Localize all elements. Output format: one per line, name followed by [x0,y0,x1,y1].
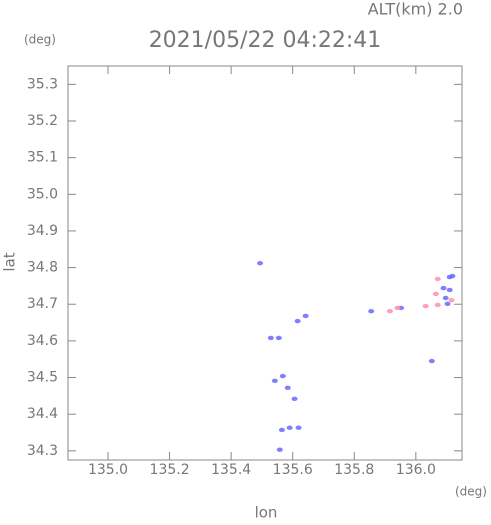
echo-point [291,396,298,401]
echo-point [442,295,449,301]
echo-point [434,276,441,282]
x-tick-label: 135.0 [88,462,128,478]
echo-point [434,302,441,308]
echo-point [440,285,447,291]
echo-point [368,308,375,314]
echo-point [284,385,291,390]
y-unit: (deg) [24,33,56,47]
y-tick-label: 34.5 [27,370,58,386]
y-tick-label: 34.6 [27,333,58,349]
echo-point [448,298,455,303]
y-tick-label: 35.2 [27,113,58,129]
altitude-label: ALT(km) 2.0 [368,0,463,19]
echo-point [271,378,278,384]
x-tick-label: 135.8 [334,462,374,478]
echo-point [302,313,309,319]
echo-point [295,425,302,430]
echo-point [257,260,264,266]
echo-point [278,427,285,433]
echo-point [279,373,286,379]
echo-point [432,291,439,297]
y-tick-label: 35.3 [27,76,58,92]
echo-point [267,335,274,341]
echo-point [394,305,401,311]
echo-point [286,425,293,430]
y-tick-label: 34.7 [27,296,58,312]
x-tick-label: 135.6 [273,462,313,478]
y-tick-label: 34.9 [27,223,58,239]
echo-point [422,303,429,309]
x-tick-label: 135.4 [211,462,251,478]
echo-point [386,308,393,314]
echo-point [275,335,282,341]
y-tick-label: 35.0 [27,186,58,202]
x-axis-label: lon [255,504,278,522]
chart-title: 2021/05/22 04:22:41 [149,28,382,53]
y-tick-label: 35.1 [27,150,58,166]
x-tick-label: 136.0 [396,462,436,478]
x-tick-label: 135.2 [150,462,190,478]
echo-point [276,447,283,452]
plot-frame [67,65,463,461]
echo-point [428,358,435,364]
echo-point [444,301,451,307]
y-tick-label: 34.3 [27,443,58,459]
y-tick-label: 34.4 [27,406,58,422]
x-unit: (deg) [455,485,487,499]
y-axis-label: lat [1,252,19,271]
echo-point [449,273,456,279]
echo-point [446,287,453,293]
y-tick-label: 34.8 [27,260,58,276]
echo-point [294,318,301,324]
